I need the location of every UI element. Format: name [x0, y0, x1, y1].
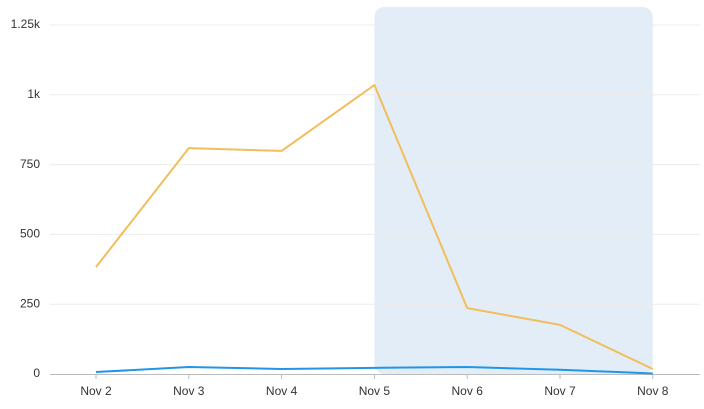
y-tick-label: 500	[20, 227, 40, 241]
x-tick-label: Nov 2	[80, 384, 112, 398]
y-tick-label: 250	[20, 296, 40, 310]
x-tick-label: Nov 7	[544, 384, 576, 398]
x-tick-label: Nov 5	[359, 384, 391, 398]
x-tick-label: Nov 4	[266, 384, 298, 398]
y-tick-label: 750	[20, 157, 40, 171]
x-tick-label: Nov 6	[452, 384, 484, 398]
y-tick-label: 1.25k	[11, 17, 41, 31]
x-tick-label: Nov 8	[637, 384, 669, 398]
line-series	[95, 366, 653, 375]
line-series	[95, 84, 654, 370]
y-tick-label: 1k	[27, 87, 41, 101]
highlight-band	[374, 7, 653, 374]
x-tick-label: Nov 3	[173, 384, 205, 398]
y-tick-label: 0	[33, 366, 40, 380]
